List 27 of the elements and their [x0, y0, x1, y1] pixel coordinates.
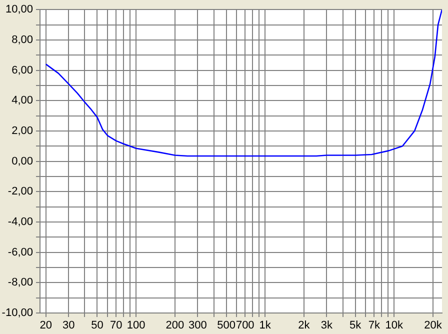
y-tick-label: -2,00 [8, 186, 33, 198]
x-tick-label: 50 [91, 320, 104, 332]
x-tick-label: 20 [40, 320, 52, 332]
y-tick-label: 8,00 [12, 34, 33, 46]
y-tick-label: 10,00 [5, 4, 33, 16]
y-tick-label: 2,00 [12, 124, 33, 137]
x-tick-label: 1k [259, 320, 272, 332]
x-tick-label: 300 [188, 320, 207, 332]
y-tick-label: -6,00 [8, 246, 33, 258]
y-tick-label: 0,00 [12, 155, 33, 168]
y-tick-label: -4,00 [8, 216, 33, 228]
x-tick-label: 700 [236, 320, 254, 332]
x-tick-label: 100 [126, 320, 146, 332]
x-tick-label: 2k [298, 320, 310, 332]
x-tick-label: 30 [62, 320, 75, 332]
y-tick-label: -8,00 [8, 276, 33, 289]
x-tick-label: 200 [166, 320, 184, 332]
y-tick-label: 4,00 [12, 94, 33, 107]
x-tick-label: 3k [320, 320, 333, 332]
y-tick-label: -10,00 [2, 307, 33, 320]
x-tick-label: 7k [368, 320, 380, 332]
x-tick-label: 20k [424, 320, 442, 332]
x-tick-label: 70 [110, 320, 122, 332]
x-tick-label: 10k [385, 320, 404, 332]
x-tick-label: 500 [217, 320, 236, 332]
y-tick-label: 6,00 [12, 64, 33, 76]
x-tick-label: 5k [349, 320, 362, 332]
